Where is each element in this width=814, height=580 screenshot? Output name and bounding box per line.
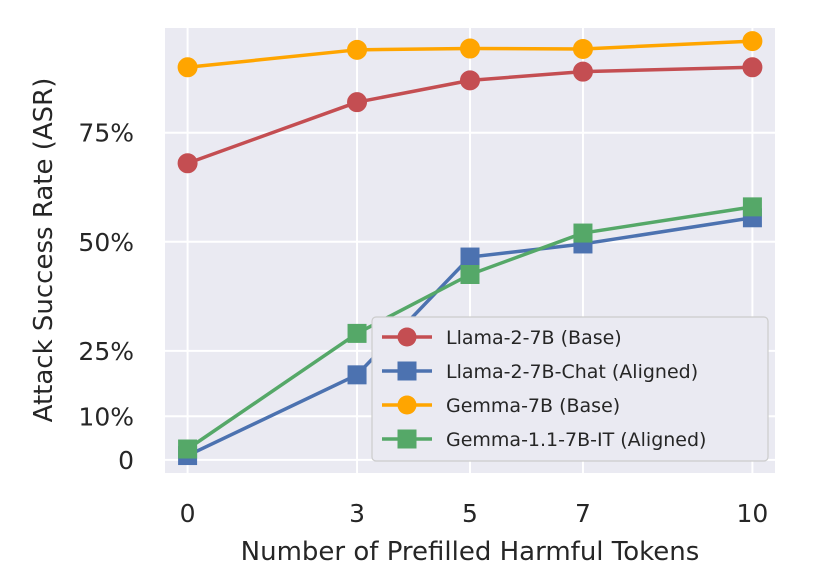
y-tick-label: 75% (78, 119, 134, 148)
y-tick-label: 25% (78, 337, 134, 366)
data-point (573, 223, 593, 243)
data-point (460, 264, 480, 284)
data-point (177, 57, 198, 78)
data-point (742, 57, 763, 78)
legend-marker (397, 361, 417, 381)
x-tick-label: 5 (462, 499, 478, 528)
x-tick-label: 0 (180, 499, 196, 528)
y-tick-label: 10% (78, 402, 134, 431)
legend-marker (397, 327, 417, 347)
series-0 (177, 57, 763, 174)
x-tick-label: 7 (575, 499, 591, 528)
x-axis-label: Number of Prefilled Harmful Tokens (241, 537, 700, 567)
tick-labels: 0 3 5 7 10 0 10% 25% 50% 75% (78, 119, 768, 528)
data-point (460, 70, 480, 91)
legend-box (371, 316, 769, 462)
legend-label: Gemma-7B (Base) (446, 395, 620, 417)
x-tick-label: 10 (737, 499, 769, 528)
legend: Llama-2-7B (Base) Llama-2-7B-Chat (Aligne… (371, 316, 769, 462)
data-point (347, 39, 368, 60)
legend-marker (397, 395, 417, 415)
data-point (347, 323, 367, 343)
y-tick-label: 50% (78, 228, 134, 257)
series-layer (177, 31, 763, 466)
data-point (742, 197, 762, 217)
data-point (460, 38, 480, 59)
y-axis-label: Attack Success Rate (ASR) (29, 78, 59, 423)
data-point (178, 439, 198, 459)
data-point (177, 153, 198, 174)
data-point (742, 31, 763, 52)
series-3 (178, 197, 762, 459)
data-point (347, 92, 368, 113)
legend-marker (397, 429, 417, 449)
data-point (572, 38, 593, 59)
y-tick-label: 0 (118, 446, 134, 475)
data-point (572, 61, 593, 82)
legend-label: Gemma-1.1-7B-IT (Aligned) (446, 429, 706, 451)
series-2 (177, 31, 763, 78)
legend-label: Llama-2-7B (Base) (446, 327, 622, 349)
legend-label: Llama-2-7B-Chat (Aligned) (446, 361, 698, 383)
x-tick-label: 3 (349, 499, 365, 528)
data-point (460, 247, 480, 267)
data-point (347, 365, 367, 385)
